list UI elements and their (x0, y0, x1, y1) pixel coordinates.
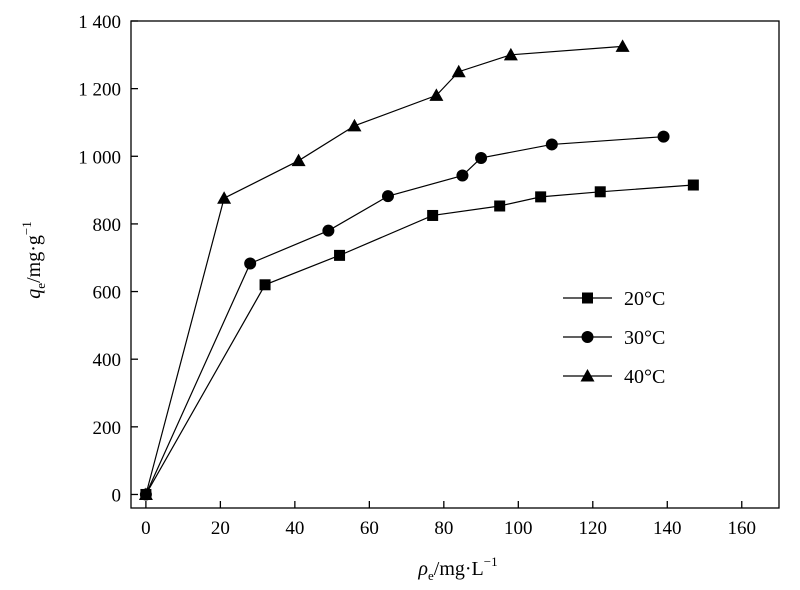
data-point-square-marker (594, 186, 606, 198)
y-tick-label: 200 (93, 418, 122, 439)
series-line (145, 45, 623, 495)
legend-label: 30°C (624, 327, 665, 349)
x-axis-unit: /mg·L (434, 558, 484, 580)
data-point-circle-marker (545, 138, 558, 151)
legend-label: 40°C (624, 366, 665, 388)
data-point-circle-marker (322, 224, 335, 237)
series-3 (138, 39, 630, 500)
legend-square-marker (582, 292, 593, 304)
legend-entry: 40°C (563, 366, 665, 388)
x-tick-label: 40 (285, 518, 304, 539)
y-tick-label: 400 (93, 350, 122, 371)
legend-label: 20°C (624, 288, 665, 310)
y-axis-symbol: q (23, 289, 45, 299)
y-tick-label: 1 200 (78, 80, 121, 101)
data-point-square-marker (687, 179, 699, 191)
data-point-circle-marker (381, 190, 394, 203)
data-point-square-marker (259, 279, 271, 291)
y-tick-label: 0 (112, 485, 122, 506)
x-tick-label: 160 (728, 518, 757, 539)
data-point-circle-marker (475, 151, 488, 164)
x-tick-label: 120 (579, 518, 608, 539)
data-point-circle-marker (456, 169, 469, 182)
series-line (145, 136, 664, 495)
x-axis-subscript: e (428, 568, 434, 583)
data-point-triangle-marker (138, 487, 153, 500)
data-point-triangle-marker (347, 118, 362, 132)
x-tick-label: 100 (504, 518, 533, 539)
y-axis-exponent: −1 (19, 221, 34, 235)
y-tick-label: 1 000 (78, 147, 121, 168)
y-tick-label: 800 (93, 215, 122, 236)
data-point-triangle-marker (217, 191, 232, 204)
x-tick-label: 80 (434, 518, 453, 539)
axes: 0 200 400 600 800 1 000 1 200 1 400 0 20 40 60 80 100… (78, 12, 780, 539)
data-point-triangle-marker (615, 39, 630, 52)
data-point-square-marker (494, 200, 506, 212)
data-point-circle-marker (657, 130, 670, 143)
series-layer (138, 39, 699, 501)
legend-circle-marker (581, 331, 594, 343)
x-tick-label: 60 (360, 518, 379, 539)
y-tick-label: 600 (93, 283, 122, 304)
x-tick-label: 20 (211, 518, 230, 539)
x-axis-exponent: −1 (484, 554, 498, 569)
data-point-square-marker (427, 209, 439, 221)
legend-entry: 20°C (563, 288, 665, 310)
data-point-square-marker (535, 191, 547, 203)
y-axis-title: qe/mg·g−1 (19, 221, 48, 298)
data-point-triangle-marker (429, 88, 444, 101)
data-point-triangle-marker (291, 153, 306, 167)
data-point-circle-marker (244, 257, 257, 270)
x-axis-title: ρe/mg·L−1 (417, 554, 497, 583)
y-axis-subscript: e (33, 283, 48, 289)
legend: 20°C 30°C 40°C (563, 288, 665, 388)
legend-triangle-marker (580, 369, 595, 382)
x-tick-label: 0 (141, 518, 151, 539)
series-line (145, 184, 694, 495)
x-tick-label: 140 (653, 518, 682, 539)
data-point-triangle-marker (451, 64, 466, 78)
legend-entry: 30°C (563, 327, 665, 349)
data-point-square-marker (334, 249, 346, 261)
data-point-triangle-marker (503, 47, 518, 61)
plot-frame (130, 20, 780, 509)
y-axis-unit: /mg·g (23, 235, 45, 283)
y-tick-label: 1 400 (78, 12, 121, 33)
x-axis-symbol: ρ (417, 558, 428, 580)
series-2 (139, 130, 670, 501)
